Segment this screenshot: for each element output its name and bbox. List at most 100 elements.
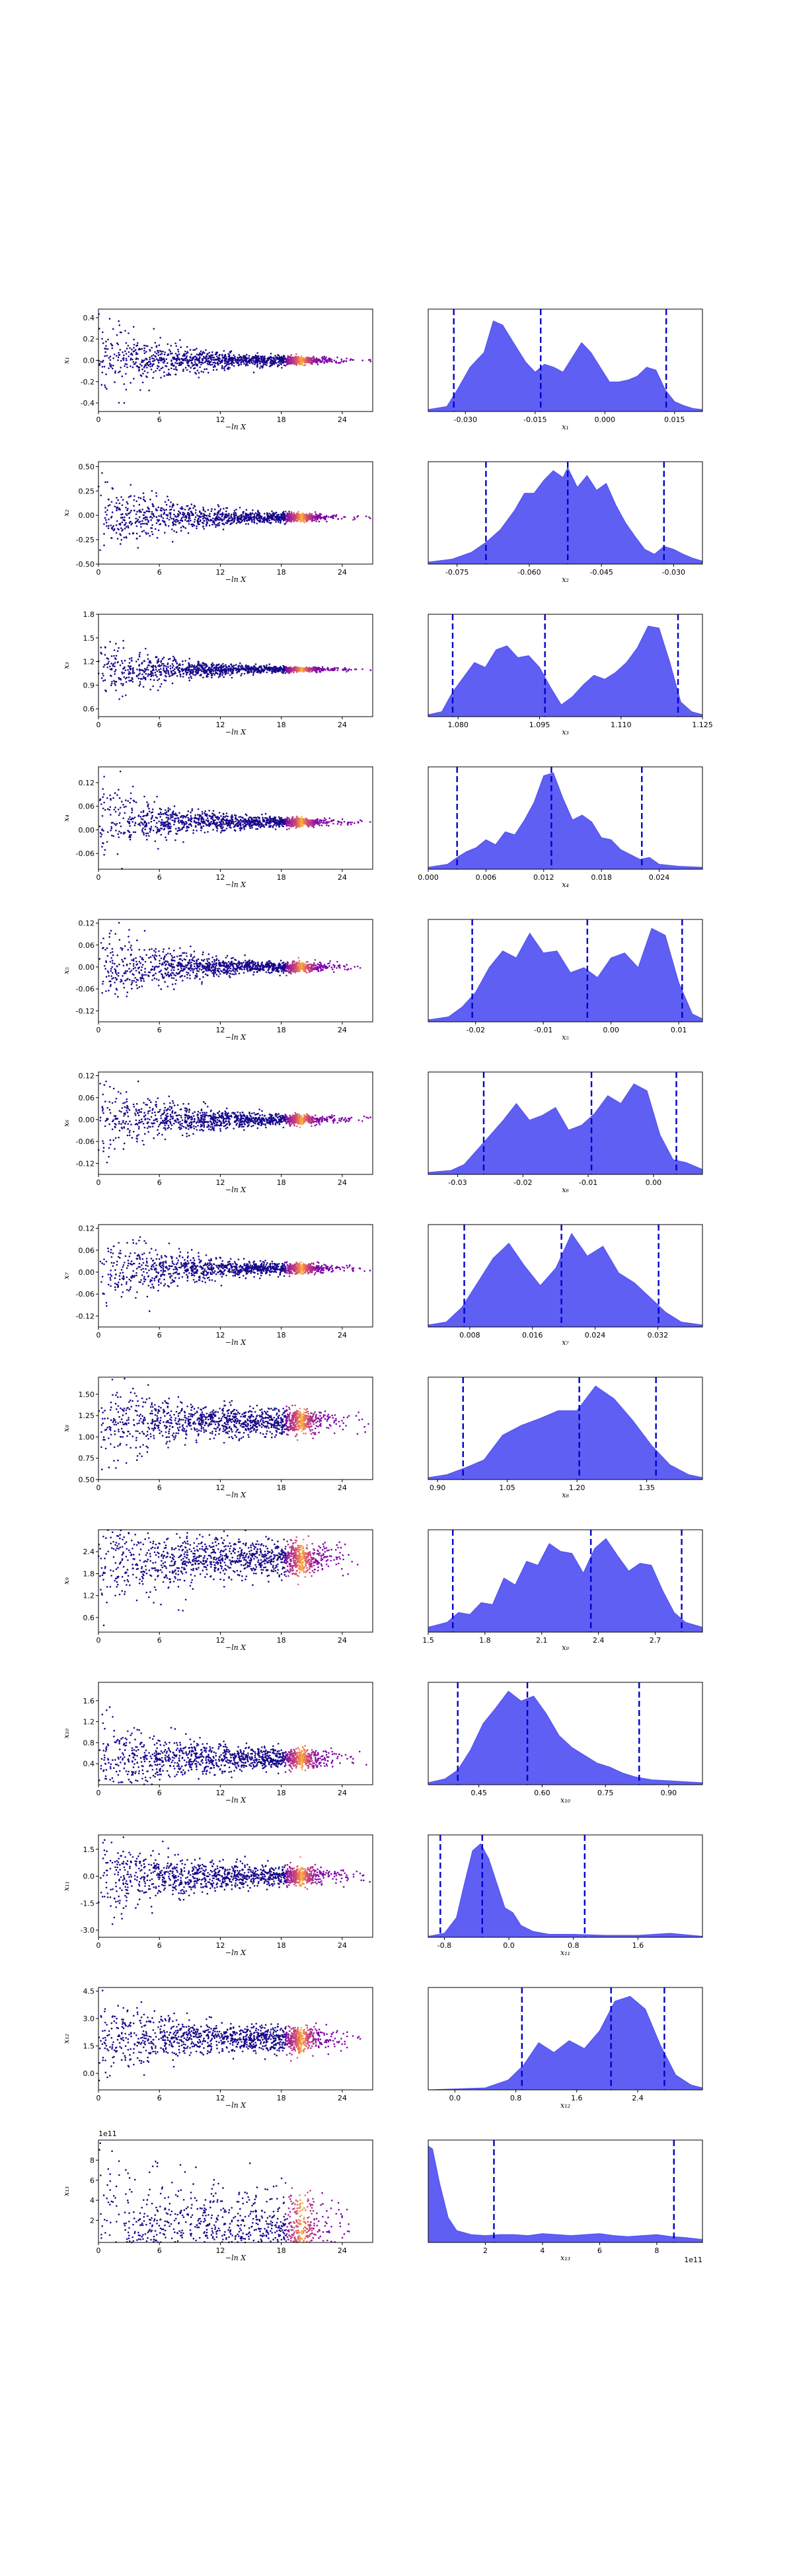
trace-point (145, 510, 147, 513)
trace-point (103, 365, 106, 368)
trace-point (235, 664, 237, 666)
trace-point (162, 350, 164, 353)
trace-point (116, 506, 118, 509)
trace-point (132, 366, 134, 369)
trace-point (143, 676, 145, 678)
trace-point (318, 666, 321, 669)
trace-point (235, 512, 237, 514)
trace-point (152, 513, 155, 515)
trace-point (110, 662, 112, 664)
trace-point (180, 517, 183, 519)
trace-point (119, 812, 121, 814)
trace-point (119, 664, 122, 666)
trace-point (256, 819, 258, 822)
trace-point (262, 670, 265, 673)
trace-point (115, 524, 118, 526)
trace-point (367, 359, 370, 361)
trace-point (150, 519, 152, 521)
trace-point (256, 522, 258, 524)
trace-point (248, 355, 250, 357)
trace-point (104, 355, 106, 357)
trace-point (284, 361, 286, 363)
trace-point (199, 366, 201, 369)
trace-point (256, 365, 258, 368)
trace-point (120, 806, 122, 809)
trace-point (155, 668, 157, 670)
trace-point (190, 503, 193, 505)
trace-point (266, 671, 268, 674)
trace-point (267, 358, 269, 361)
trace-point (185, 357, 188, 359)
trace-point (315, 357, 318, 359)
trace-point (218, 821, 221, 823)
trace-point (218, 812, 221, 814)
trace-point (228, 668, 231, 670)
trace-point (261, 367, 264, 369)
trace-xtick-label: 0 (96, 568, 101, 577)
trace-point (157, 660, 159, 662)
trace-point (118, 814, 120, 816)
trace-point (188, 513, 191, 515)
trace-point (234, 355, 236, 358)
trace-point (177, 351, 180, 353)
trace-point (127, 525, 129, 527)
trace-point (302, 670, 305, 672)
trace-point (117, 356, 120, 359)
trace-point (300, 668, 303, 670)
trace-point (147, 664, 149, 666)
trace-point (228, 664, 230, 667)
trace-point (158, 668, 160, 671)
trace-point (171, 682, 174, 684)
trace-point (147, 345, 149, 347)
trace-point (218, 354, 221, 357)
trace-point (182, 660, 184, 662)
trace-point (213, 513, 216, 515)
trace-point (220, 664, 223, 666)
trace-point (129, 801, 131, 804)
trace-point (209, 361, 211, 363)
trace-ytick-label: 0.00 (79, 511, 95, 520)
trace-point (305, 359, 308, 361)
trace-point (217, 519, 220, 521)
trace-point (158, 515, 160, 517)
trace-ytick-label: -0.4 (81, 399, 94, 408)
trace-point (132, 785, 134, 788)
trace-point (146, 367, 148, 369)
trace-point (101, 828, 103, 830)
trace-point (179, 511, 181, 514)
trace-point (299, 359, 301, 361)
trace-point (149, 361, 151, 363)
trace-point (233, 520, 236, 522)
trace-point (184, 367, 187, 369)
trace-point (152, 504, 154, 506)
trace-point (227, 360, 229, 363)
trace-point (106, 388, 108, 390)
trace-point (233, 829, 236, 831)
trace-point (178, 510, 180, 513)
trace-point (208, 519, 209, 521)
trace-point (239, 822, 241, 824)
trace-point (245, 669, 247, 672)
trace-point (117, 343, 120, 345)
trace-point (149, 516, 151, 519)
trace-point (179, 670, 181, 672)
trace-point (231, 364, 233, 366)
trace-point (204, 517, 207, 520)
trace-point (205, 349, 207, 351)
trace-point (307, 356, 310, 359)
trace-point (202, 670, 204, 672)
trace-point (129, 838, 132, 841)
trace-point (114, 673, 116, 675)
trace-point (223, 523, 225, 526)
trace-point (176, 519, 178, 520)
trace-point (317, 667, 319, 670)
trace-point (112, 328, 114, 330)
trace-point (140, 811, 142, 813)
trace-point (117, 359, 119, 361)
trace-point (104, 808, 106, 811)
trace-point (139, 497, 142, 499)
posterior-xtick-label: 0.000 (595, 415, 616, 424)
trace-point (266, 514, 268, 517)
trace-point (281, 357, 283, 359)
